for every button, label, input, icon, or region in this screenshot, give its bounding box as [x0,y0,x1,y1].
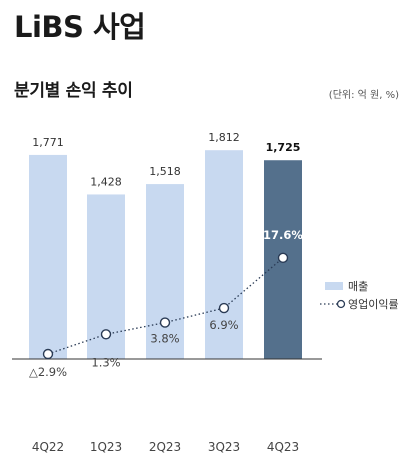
legend-label-sales: 매출 [348,280,368,293]
margin-point [159,317,171,328]
unit-note: (단위: 억 원, %) [328,90,399,101]
x-tick-label: 4Q22 [32,440,64,454]
margin-value-label: 6.9% [209,318,238,332]
legend-label-margin: 영업이익률 [348,298,399,311]
x-tick-label: 4Q23 [267,440,299,454]
margin-point [277,252,289,264]
margin-point [100,329,112,340]
margin-point [42,348,54,360]
margin-value-label: △2.9% [29,365,67,379]
x-tick-label: 2Q23 [149,440,181,454]
bar-value-label: 1,428 [90,175,122,188]
legend-marker-margin [336,299,346,309]
bar-value-label: 1,518 [149,165,181,178]
margin-value-label: 1.3% [91,355,120,369]
page-title: LiBS 사업 [14,10,146,44]
x-tick-label: 1Q23 [90,440,122,454]
margin-value-label: 3.8% [150,332,179,346]
bar-value-label: 1,725 [266,141,301,154]
bar-3q23 [205,150,243,359]
bar-value-label: 1,812 [208,131,240,144]
bar-value-label: 1,771 [32,136,64,149]
margin-value-label: 17.6% [263,228,303,242]
legend-swatch-sales [325,282,343,290]
chart-subtitle: 분기별 손익 추이 [14,81,133,101]
x-tick-label: 3Q23 [208,440,240,454]
bar-2q23 [146,184,184,359]
bar-4q22 [29,154,67,359]
margin-point [218,302,230,314]
